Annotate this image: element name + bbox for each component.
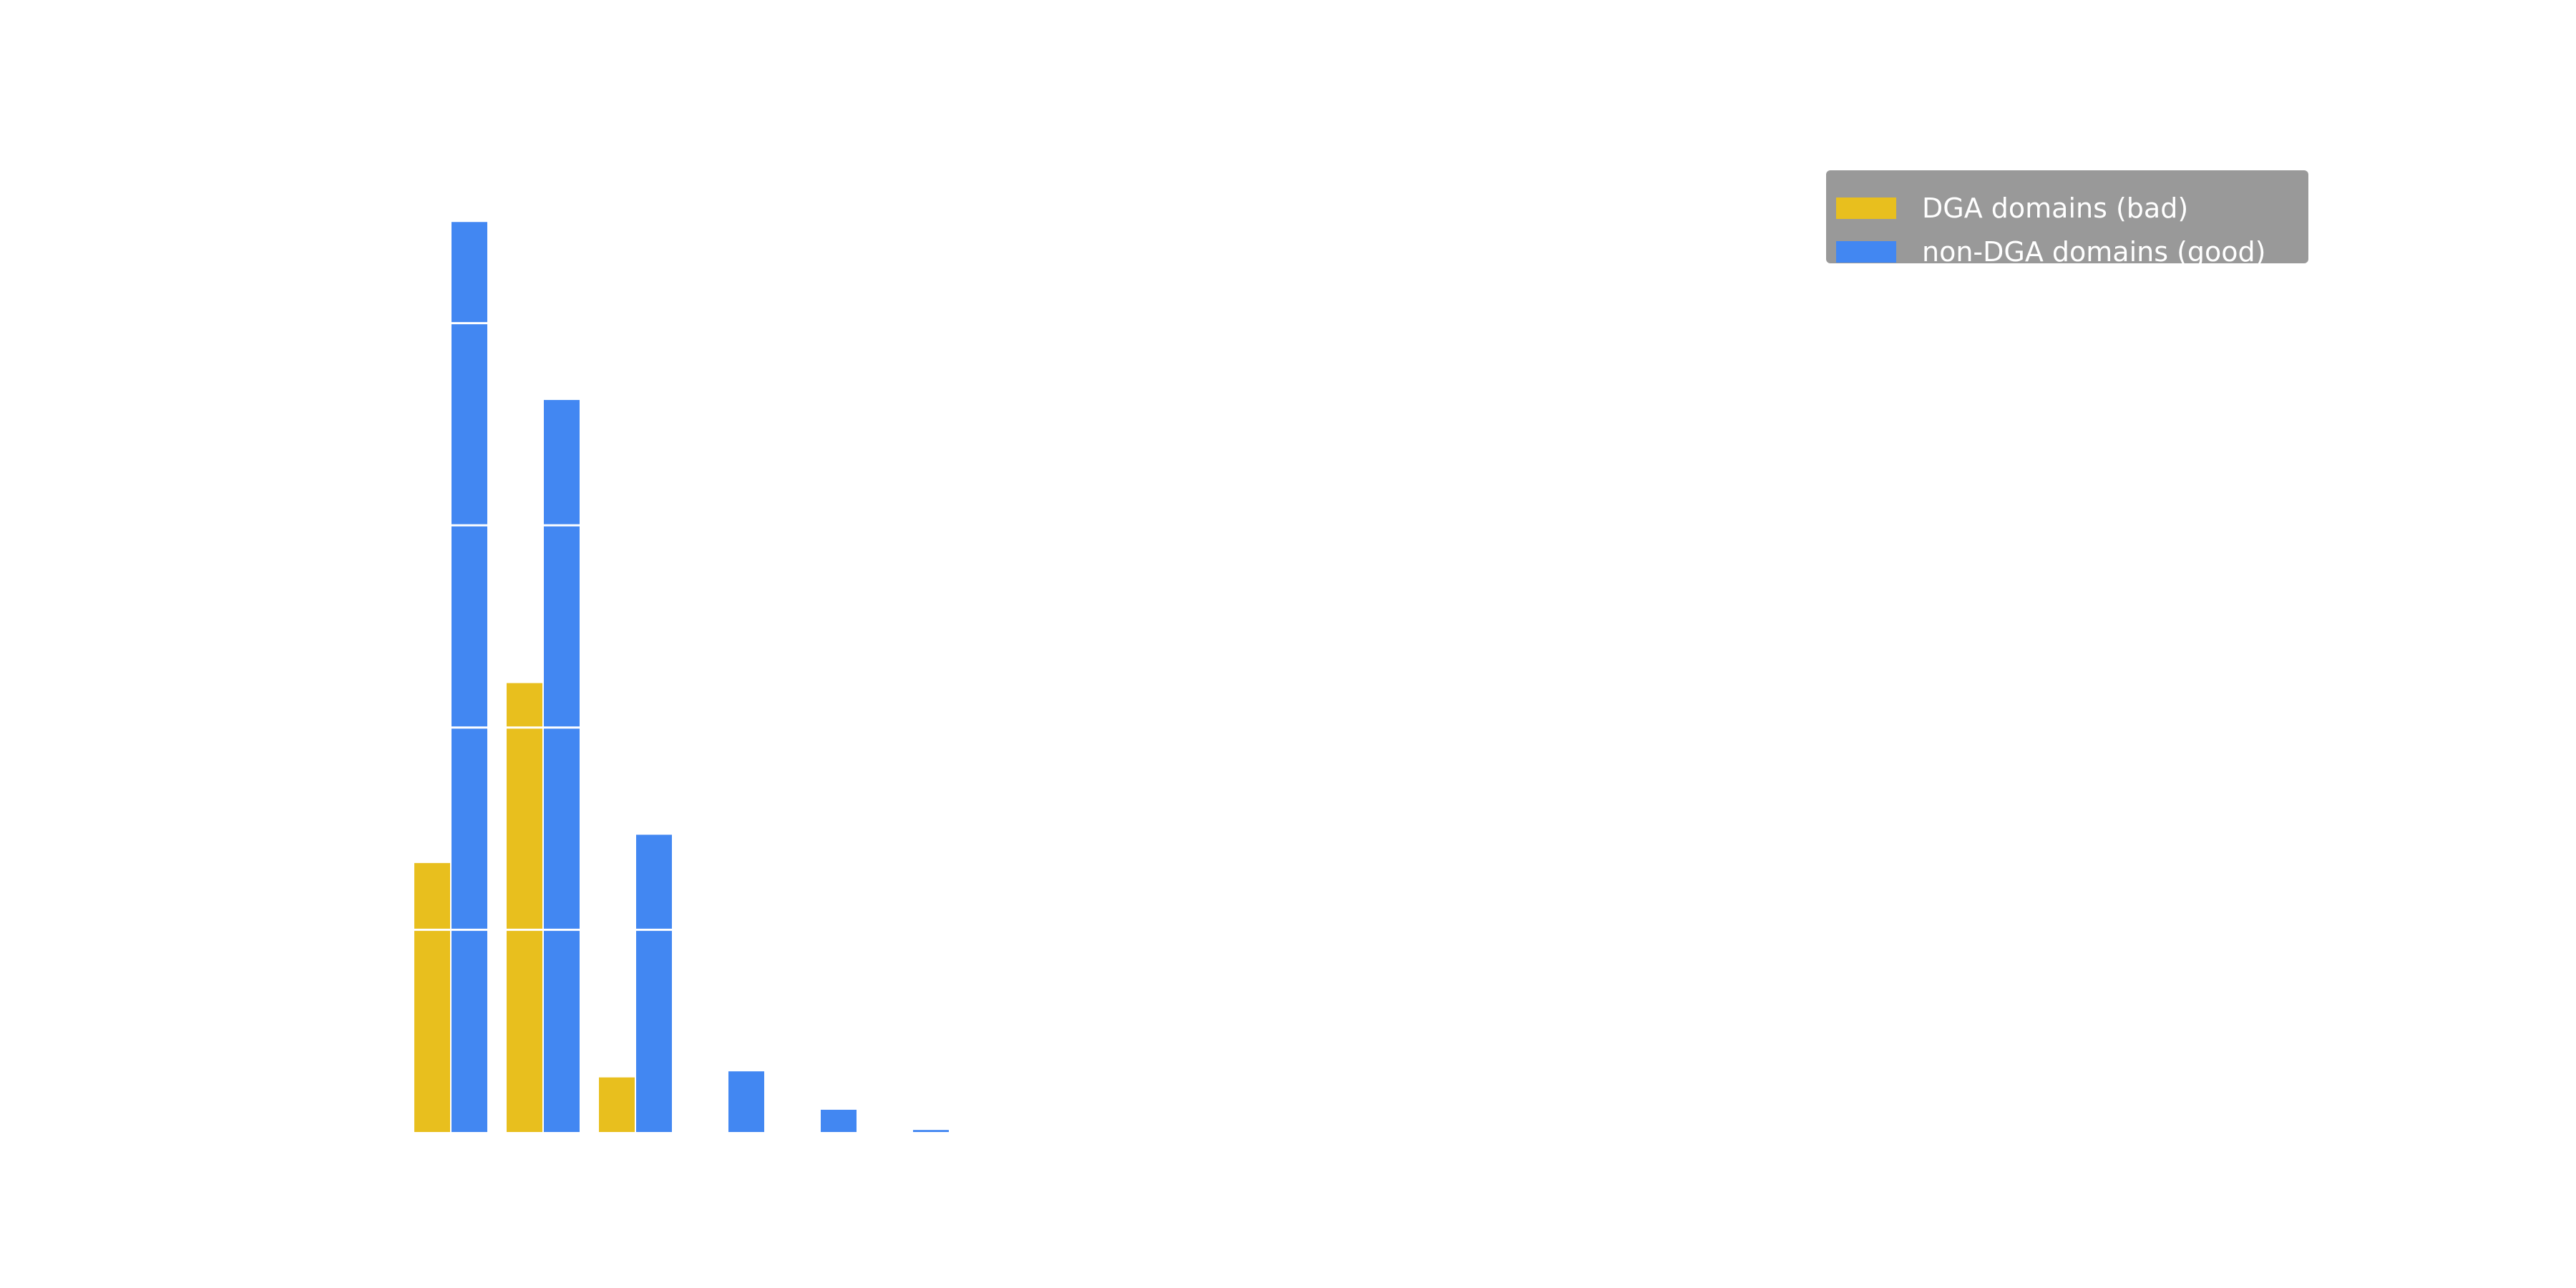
legend: DGA domains (bad) non-DGA domains (good): [1826, 170, 2308, 268]
legend-label-dga: DGA domains (bad): [1922, 192, 2189, 224]
gridlines-group: [401, 322, 2318, 931]
bar-non-dga-3: [636, 834, 672, 1132]
bar-non-dga-2: [544, 399, 580, 1132]
bar-dga-2: [507, 683, 542, 1132]
legend-swatch-dga: [1836, 197, 1896, 219]
legend-swatch-non-dga: [1836, 241, 1896, 263]
bar-non-dga-5: [821, 1109, 857, 1132]
bar-dga-1: [414, 863, 450, 1132]
bar-non-dga-1: [452, 222, 487, 1132]
bar-dga-3: [599, 1077, 635, 1132]
legend-entry-dga: DGA domains (bad): [1836, 192, 2189, 224]
legend-entry-non-dga: non-DGA domains (good): [1836, 236, 2266, 268]
bars-group: [414, 222, 949, 1132]
bar-non-dga-4: [728, 1071, 764, 1132]
bar-non-dga-6: [913, 1130, 949, 1132]
legend-label-non-dga: non-DGA domains (good): [1922, 236, 2266, 268]
